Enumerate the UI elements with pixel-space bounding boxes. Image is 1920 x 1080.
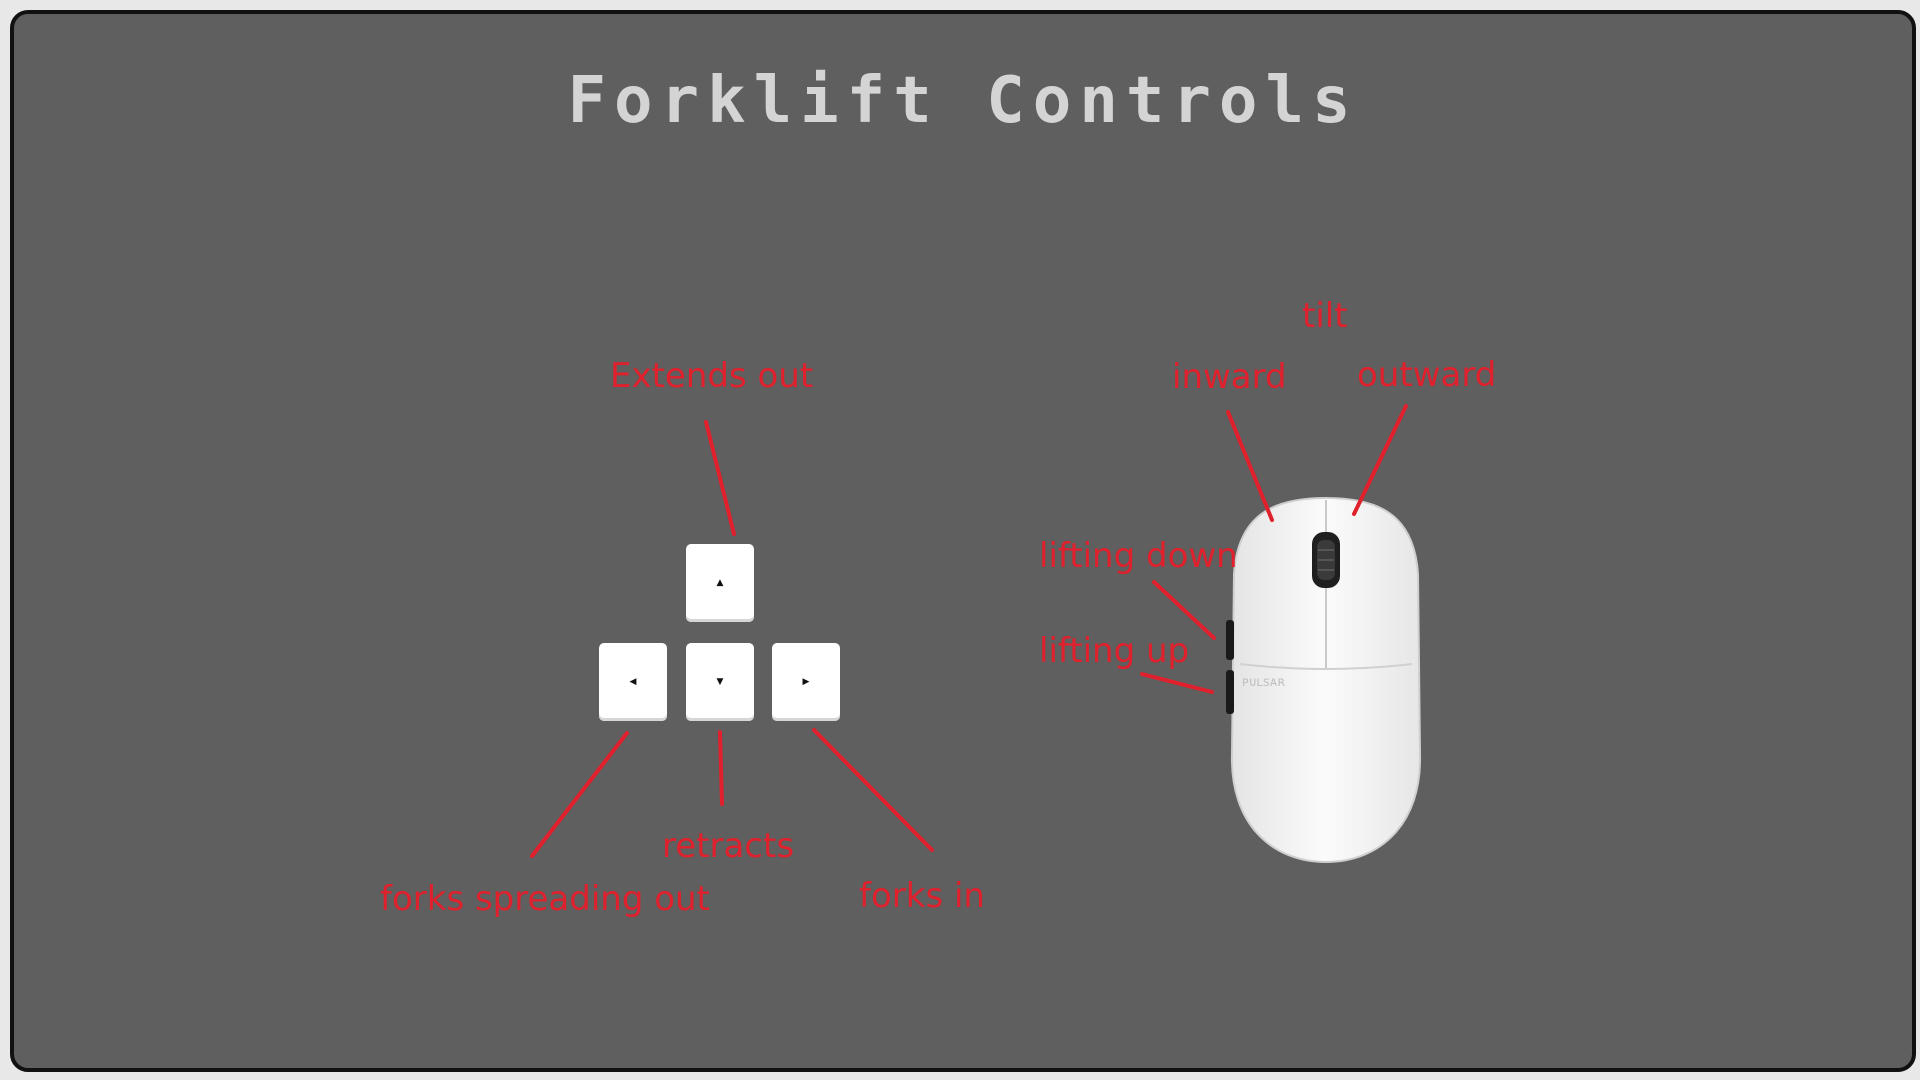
- label-forks-in: forks in: [859, 876, 985, 916]
- controls-panel: Forklift Controls ▲ ◀ ▼ ▶: [10, 10, 1916, 1072]
- side-button-forward: [1226, 620, 1234, 660]
- pointer-inward: [1226, 410, 1274, 522]
- up-arrow-key: ▲: [686, 544, 754, 622]
- label-retracts: retracts: [662, 826, 795, 866]
- mouse-body: [1230, 496, 1422, 864]
- label-inward: inward: [1172, 357, 1287, 397]
- label-extends-out: Extends out: [610, 356, 814, 396]
- label-forks-spreading-out: forks spreading out: [380, 879, 710, 919]
- label-lifting-up: lifting up: [1039, 631, 1190, 671]
- side-button-back: [1226, 670, 1234, 714]
- pointer-outward: [1352, 404, 1408, 516]
- label-outward: outward: [1357, 355, 1497, 395]
- pointer-forks-spreading-out: [530, 731, 629, 858]
- page-title: Forklift Controls: [567, 64, 1359, 138]
- left-arrow-key: ◀: [599, 643, 667, 721]
- pointer-forks-in: [812, 728, 934, 852]
- label-tilt: tilt: [1302, 296, 1348, 336]
- triangle-right-icon: ▶: [802, 677, 810, 687]
- pointer-extends-out: [704, 420, 736, 536]
- pointer-lines: [530, 404, 1408, 858]
- right-arrow-key: ▶: [772, 643, 840, 721]
- mouse-button-edge: [1239, 663, 1413, 670]
- mouse-brand-text: ᴘᴜʟsᴀʀ: [1242, 675, 1286, 690]
- triangle-down-icon: ▼: [716, 677, 724, 687]
- pointer-lifting-down: [1152, 580, 1216, 640]
- triangle-up-icon: ▲: [716, 578, 724, 588]
- pointer-retracts: [718, 730, 724, 806]
- triangle-left-icon: ◀: [629, 677, 637, 687]
- label-lifting-down: lifting down: [1039, 536, 1238, 576]
- down-arrow-key: ▼: [686, 643, 754, 721]
- pointer-lifting-up: [1140, 672, 1214, 694]
- mouse-icon: [1226, 496, 1422, 864]
